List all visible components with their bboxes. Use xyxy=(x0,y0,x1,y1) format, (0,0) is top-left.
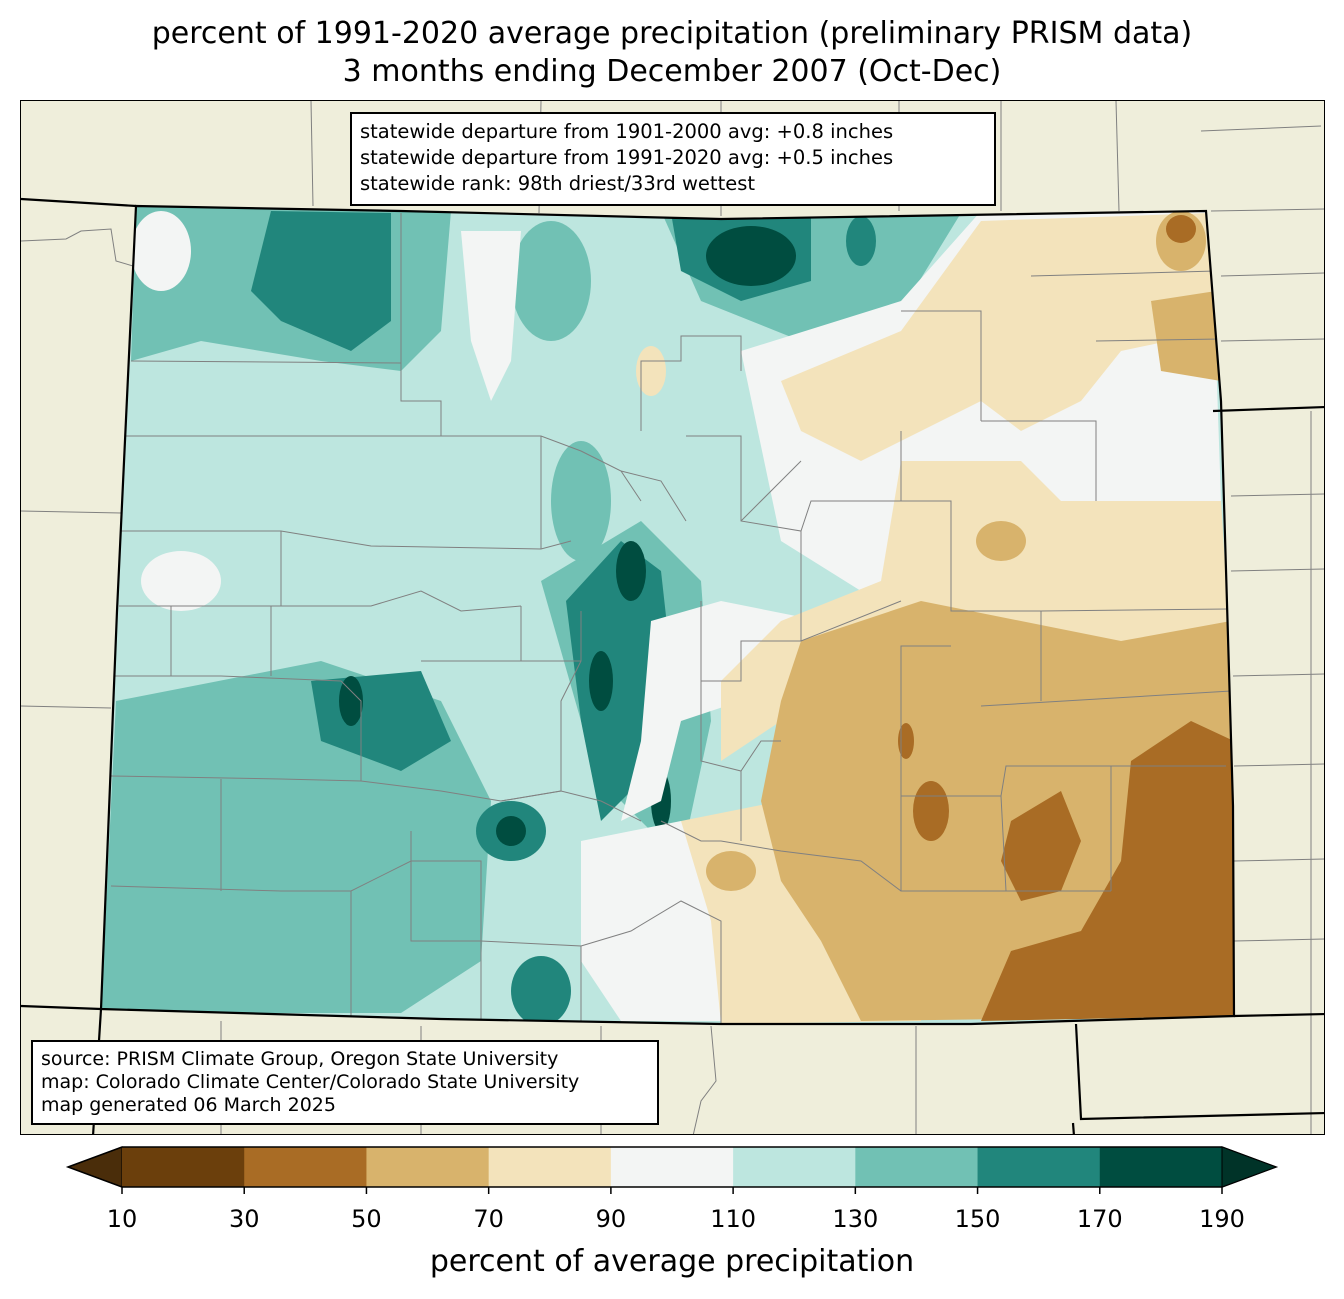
colorbar-tick-label: 190 xyxy=(1199,1205,1245,1233)
map-canvas xyxy=(21,101,1324,1134)
colorbar-tick-label: 150 xyxy=(954,1205,1001,1233)
colorbar xyxy=(65,1146,1279,1194)
colorbar-bin-110-130 xyxy=(733,1147,856,1187)
state-borders xyxy=(21,197,1324,1134)
map-credit-line: map: Colorado Climate Center/Colorado St… xyxy=(41,1071,580,1093)
colorbar-bin-90-110 xyxy=(610,1147,734,1187)
colorbar-bin-170-190 xyxy=(1099,1147,1223,1187)
stat-departure-1901-2000: statewide departure from 1901-2000 avg: … xyxy=(360,120,894,143)
colorbar-tick-label: 90 xyxy=(595,1205,627,1233)
colorbar-label: percent of average precipitation xyxy=(429,1244,915,1279)
map-title-line-1: percent of 1991-2020 average precipitati… xyxy=(151,16,1193,51)
source-credit-box: source: PRISM Climate Group, Oregon Stat… xyxy=(31,1040,659,1125)
precipitation-map xyxy=(20,100,1325,1135)
colorbar-bin-70-90 xyxy=(488,1147,612,1187)
colorbar-tick-label: 10 xyxy=(106,1205,138,1233)
statewide-stats-box: statewide departure from 1901-2000 avg: … xyxy=(350,112,996,206)
stat-departure-1991-2020: statewide departure from 1991-2020 avg: … xyxy=(360,146,894,169)
colorbar-bin-130-150 xyxy=(855,1147,979,1187)
stat-rank: statewide rank: 98th driest/33rd wettest xyxy=(360,172,756,195)
colorbar-bin-10-30 xyxy=(122,1147,245,1187)
colorbar-under-arrow xyxy=(66,1146,123,1188)
colorbar-tick-label: 30 xyxy=(228,1205,260,1233)
colorbar-tick-label: 130 xyxy=(832,1205,879,1233)
colorbar-bin-150-170 xyxy=(977,1147,1101,1187)
colorbar-bin-30-50 xyxy=(244,1147,367,1187)
colorbar-tick-label: 70 xyxy=(473,1205,504,1233)
source-line: source: PRISM Climate Group, Oregon Stat… xyxy=(41,1048,559,1070)
colorado-county-lines xyxy=(106,213,1232,1024)
precipitation-field xyxy=(101,206,1234,1024)
colorbar-tick-label: 170 xyxy=(1076,1205,1123,1233)
colorbar-tick-label: 110 xyxy=(710,1205,757,1233)
colorbar-tick-label: 50 xyxy=(351,1205,382,1233)
map-title-line-2: 3 months ending December 2007 (Oct-Dec) xyxy=(342,54,1002,89)
generated-date-line: map generated 06 March 2025 xyxy=(41,1094,336,1116)
colorbar-over-arrow xyxy=(1221,1146,1278,1188)
colorbar-bin-50-70 xyxy=(366,1147,490,1187)
